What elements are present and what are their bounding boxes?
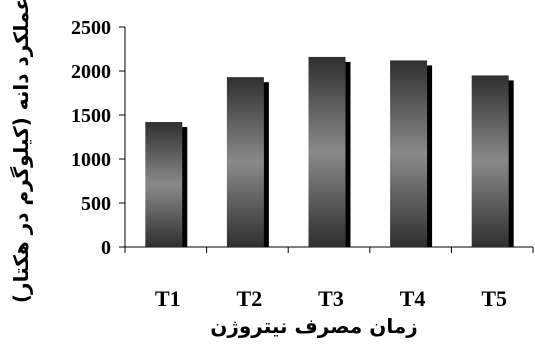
x-axis-title: زمان مصرف نیتروژن	[210, 314, 417, 338]
bar	[308, 56, 346, 247]
bar	[390, 60, 428, 247]
x-tick-label: T1	[155, 286, 181, 311]
x-tick-label: T2	[237, 286, 263, 311]
y-tick-label: 0	[101, 237, 111, 259]
x-tick-label: T4	[400, 286, 426, 311]
y-axis-title: عملکرد دانه (کیلوگرم در هکتار)	[9, 0, 33, 303]
y-tick-label: 1500	[71, 105, 111, 127]
bar	[226, 77, 264, 247]
labels: 0 500 1000 1500 2000 2500 T1 T2 T3 T4 T5	[71, 17, 507, 311]
bars	[145, 56, 514, 248]
y-tick-label: 2000	[71, 61, 111, 83]
axes	[119, 26, 534, 253]
bar	[145, 122, 183, 247]
y-tick-label: 1000	[71, 149, 111, 171]
y-tick-label: 500	[81, 193, 111, 215]
bar	[471, 75, 509, 248]
x-tick-label: T5	[481, 286, 507, 311]
x-tick-label: T3	[318, 286, 344, 311]
y-tick-label: 2500	[71, 17, 111, 39]
